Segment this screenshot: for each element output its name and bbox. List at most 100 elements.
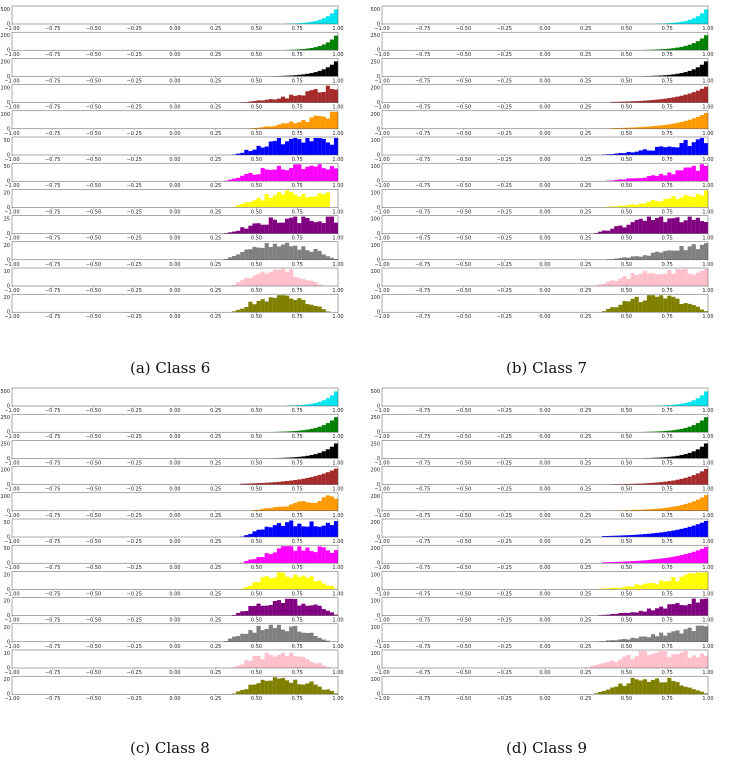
histogram-bar	[313, 20, 318, 24]
histogram-bar	[256, 174, 261, 182]
histogram-bar	[626, 257, 631, 260]
histogram-bar	[671, 404, 676, 406]
x-tick-label: 0.00	[539, 565, 550, 571]
histogram-bar	[642, 203, 647, 208]
x-tick-label: −0.50	[456, 644, 471, 650]
histogram-bar	[691, 475, 696, 485]
histogram-bar	[268, 624, 273, 642]
x-tick-label: −1.00	[4, 157, 19, 163]
x-tick-label: 0.25	[580, 236, 591, 242]
x-tick-label: −1.00	[4, 26, 19, 32]
histogram-bar	[297, 122, 302, 129]
x-tick-label: −0.75	[45, 288, 60, 294]
y-tick-label: 100	[370, 599, 380, 605]
histogram-bar	[655, 125, 660, 129]
histogram-bar	[256, 273, 261, 286]
histogram-bar	[663, 48, 668, 51]
histogram-bar	[687, 573, 692, 590]
histogram-bar	[663, 507, 668, 511]
histogram-bar	[264, 526, 269, 537]
x-tick-label: −0.50	[456, 288, 471, 294]
y-tick-label: 0	[377, 100, 380, 106]
histogram-bar	[699, 653, 704, 668]
histogram-bar	[236, 691, 241, 695]
histogram-bar	[280, 602, 286, 616]
histogram-bar	[683, 120, 688, 129]
histogram-bar	[699, 13, 704, 24]
plot-frame	[11, 597, 339, 616]
x-tick-label: 0.00	[539, 591, 550, 597]
y-tick-label: 20	[4, 572, 10, 578]
histogram-bar	[614, 206, 619, 208]
histogram-bar	[276, 165, 282, 182]
x-tick-label: −0.50	[86, 236, 101, 242]
histogram-bar	[252, 100, 257, 103]
histogram-bar	[606, 661, 611, 668]
x-tick-label: −1.00	[374, 131, 389, 137]
histogram-bar	[703, 311, 709, 313]
x-tick-label: 0.25	[580, 105, 591, 111]
x-tick-label: 1.00	[702, 105, 713, 111]
y-tick-label: 0	[7, 561, 10, 567]
histogram-bar	[671, 97, 676, 103]
histogram-bar	[321, 18, 326, 24]
y-tick-label: 20	[4, 625, 10, 631]
histogram-bar	[256, 509, 261, 511]
histogram-bar	[655, 146, 660, 155]
histogram-bar	[618, 278, 623, 286]
histogram-bar	[695, 116, 700, 129]
histogram-bar	[309, 47, 314, 51]
x-tick-label: 1.00	[702, 183, 713, 189]
histogram-bar	[691, 655, 696, 668]
x-tick-label: −0.75	[45, 209, 60, 215]
y-tick-label: 0	[7, 508, 10, 514]
histogram-bar	[671, 530, 676, 537]
histogram-bar	[325, 689, 330, 695]
histogram-bar	[333, 258, 339, 260]
histogram-bar	[301, 632, 306, 642]
histogram-bar	[232, 311, 237, 313]
histogram-bar	[646, 681, 652, 695]
x-tick-label: 1.00	[702, 26, 713, 32]
histogram-bar	[325, 169, 330, 182]
histogram-bar	[321, 425, 326, 433]
histogram-bar	[321, 254, 326, 260]
histogram-bar	[333, 550, 339, 564]
histogram-bar	[309, 141, 314, 155]
histogram-bar	[293, 49, 298, 51]
x-tick-label: −0.75	[415, 460, 430, 466]
histogram-bar	[313, 635, 318, 642]
x-tick-label: −0.50	[456, 539, 471, 545]
x-tick-label: 0.50	[251, 408, 262, 414]
histogram-bar	[634, 296, 639, 313]
x-tick-label: −1.00	[374, 513, 389, 519]
histogram-bar	[614, 179, 619, 182]
x-tick-label: 0.50	[251, 52, 262, 58]
x-tick-label: −0.50	[86, 487, 101, 493]
histogram-bar	[699, 115, 704, 129]
histogram-bar	[321, 665, 326, 668]
histogram-bar	[699, 309, 704, 313]
histogram-bar	[272, 677, 277, 695]
x-tick-label: −0.50	[86, 408, 101, 414]
histogram-row: 250−1.00 −0.75 −0.50 −0.25 0.00 0.25 0.50 0.75 1…	[4, 215, 344, 242]
histogram-bar	[272, 243, 277, 260]
y-tick-label: 0	[7, 310, 10, 316]
histogram-bar	[244, 560, 249, 564]
histogram-bar	[622, 227, 627, 234]
x-tick-label: −0.50	[86, 262, 101, 268]
histogram-bar	[325, 67, 330, 77]
x-tick-label: −0.25	[497, 434, 512, 440]
x-tick-label: −1.00	[4, 591, 19, 597]
x-tick-label: 0.50	[621, 644, 632, 650]
histogram-bar	[650, 175, 656, 182]
histogram-bar	[695, 602, 700, 616]
x-tick-label: −0.75	[415, 670, 430, 676]
histogram-bar	[317, 164, 322, 182]
histogram-bar	[630, 483, 635, 485]
